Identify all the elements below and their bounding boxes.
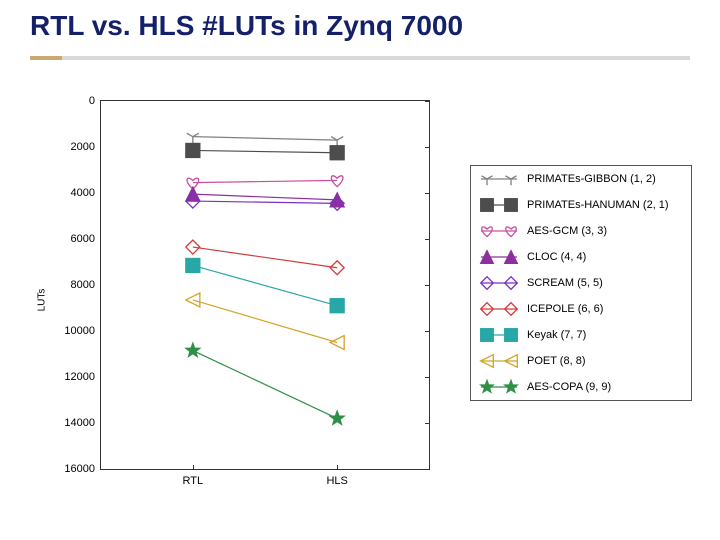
legend-swatch bbox=[477, 169, 521, 189]
legend-label: PRIMATEs-GIBBON (1, 2) bbox=[521, 173, 656, 185]
series-line bbox=[193, 180, 337, 182]
legend-swatch bbox=[477, 377, 521, 397]
title-underline-accent bbox=[30, 56, 62, 60]
slide-title: RTL vs. HLS #LUTs in Zynq 7000 bbox=[30, 10, 463, 42]
y-tick-mark bbox=[425, 101, 430, 102]
lut-chart: LUTs 02000400060008000100001200014000160… bbox=[60, 100, 460, 500]
y-tick-mark bbox=[425, 239, 430, 240]
legend-swatch bbox=[477, 221, 521, 241]
y-tick-label: 0 bbox=[89, 95, 101, 107]
y-tick-mark bbox=[425, 469, 430, 470]
legend-row: CLOC (4, 4) bbox=[471, 244, 691, 270]
x-tick-label: RTL bbox=[183, 469, 204, 487]
legend-swatch bbox=[477, 195, 521, 215]
legend-label: Keyak (7, 7) bbox=[521, 329, 586, 341]
y-tick-mark bbox=[425, 147, 430, 148]
x-tick-mark bbox=[193, 465, 194, 470]
series-line bbox=[193, 265, 337, 305]
legend: PRIMATEs-GIBBON (1, 2) PRIMATEs-HANUMAN (… bbox=[470, 165, 692, 401]
y-tick-mark bbox=[425, 377, 430, 378]
y-tick-label: 8000 bbox=[71, 279, 101, 291]
series-marker bbox=[331, 176, 343, 187]
legend-swatch bbox=[477, 351, 521, 371]
legend-label: PRIMATEs-HANUMAN (2, 1) bbox=[521, 199, 669, 211]
y-tick-mark bbox=[425, 193, 430, 194]
legend-row: AES-GCM (3, 3) bbox=[471, 218, 691, 244]
y-tick-mark bbox=[425, 285, 430, 286]
y-axis-label: LUTs bbox=[37, 289, 48, 312]
series-line bbox=[193, 351, 337, 419]
y-tick-mark bbox=[425, 423, 430, 424]
legend-row: Keyak (7, 7) bbox=[471, 322, 691, 348]
plot-svg bbox=[101, 101, 429, 469]
legend-label: AES-GCM (3, 3) bbox=[521, 225, 607, 237]
legend-row: PRIMATEs-HANUMAN (2, 1) bbox=[471, 192, 691, 218]
legend-swatch bbox=[477, 325, 521, 345]
series-marker bbox=[186, 143, 200, 157]
y-tick-label: 4000 bbox=[71, 187, 101, 199]
legend-row: AES-COPA (9, 9) bbox=[471, 374, 691, 400]
y-tick-label: 14000 bbox=[64, 417, 101, 429]
series-line bbox=[193, 247, 337, 268]
series-marker bbox=[330, 146, 344, 160]
series-marker bbox=[186, 258, 200, 272]
legend-row: ICEPOLE (6, 6) bbox=[471, 296, 691, 322]
y-tick-label: 6000 bbox=[71, 233, 101, 245]
x-tick-mark bbox=[337, 465, 338, 470]
series-line bbox=[193, 150, 337, 152]
series-marker bbox=[330, 411, 345, 425]
legend-label: POET (8, 8) bbox=[521, 355, 585, 367]
series-marker bbox=[187, 133, 199, 144]
legend-swatch bbox=[477, 247, 521, 267]
y-tick-label: 10000 bbox=[64, 325, 101, 337]
legend-label: ICEPOLE (6, 6) bbox=[521, 303, 603, 315]
legend-label: CLOC (4, 4) bbox=[521, 251, 586, 263]
x-tick-label: HLS bbox=[326, 469, 347, 487]
title-underline-rest bbox=[62, 56, 690, 60]
legend-row: PRIMATEs-GIBBON (1, 2) bbox=[471, 166, 691, 192]
series-marker bbox=[186, 343, 201, 357]
y-tick-label: 16000 bbox=[64, 463, 101, 475]
series-line bbox=[193, 300, 337, 343]
y-tick-mark bbox=[425, 331, 430, 332]
y-tick-label: 2000 bbox=[71, 141, 101, 153]
series-marker bbox=[330, 299, 344, 313]
y-tick-label: 12000 bbox=[64, 371, 101, 383]
series-line bbox=[193, 194, 337, 200]
series-line bbox=[193, 201, 337, 203]
legend-row: SCREAM (5, 5) bbox=[471, 270, 691, 296]
series-line bbox=[193, 137, 337, 140]
legend-label: SCREAM (5, 5) bbox=[521, 277, 603, 289]
legend-swatch bbox=[477, 273, 521, 293]
legend-row: POET (8, 8) bbox=[471, 348, 691, 374]
legend-swatch bbox=[477, 299, 521, 319]
plot-area: 0200040006000800010000120001400016000RTL… bbox=[100, 100, 430, 470]
legend-label: AES-COPA (9, 9) bbox=[521, 381, 611, 393]
